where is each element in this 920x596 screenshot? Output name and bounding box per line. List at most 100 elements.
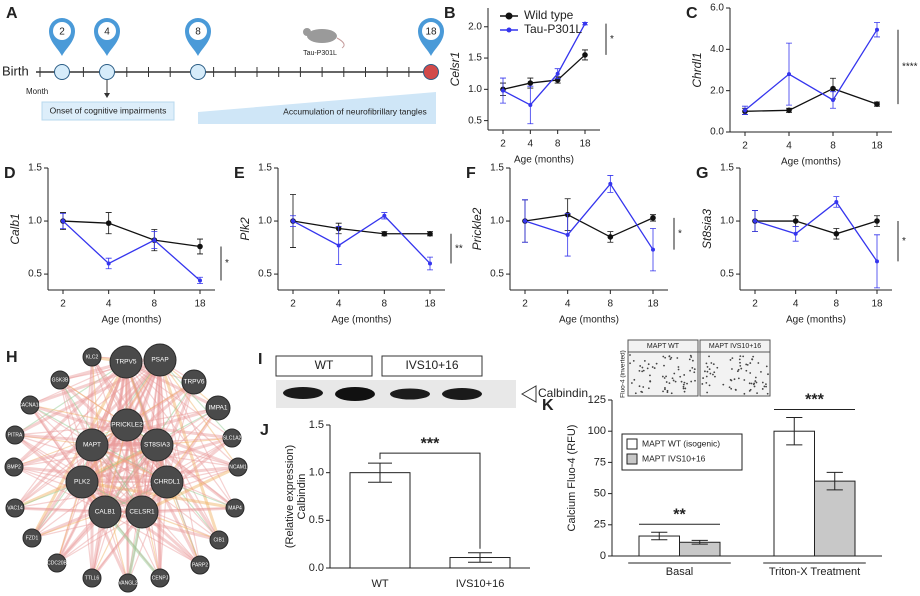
point [61,219,65,224]
inset-speck [649,374,651,377]
network-edge [155,444,221,541]
error-bar [651,531,668,541]
inset-speck [629,362,631,365]
band-label: Calbindin [538,386,588,400]
node-label: PSAP [151,357,168,364]
node-label: MAPT [83,442,101,449]
error-bar [691,539,708,545]
node-label: SLC1A2 [223,435,242,441]
inset-speck [688,358,691,361]
x-tick-label: Basal [666,566,694,578]
inset-speck [706,366,709,368]
legend-label: Wild type [524,8,574,22]
network-edge [91,381,195,446]
point [753,219,757,224]
inset-speck [757,362,760,364]
inset-image [699,339,771,397]
network-edge [159,359,168,483]
inset-speck [712,363,715,366]
bar [814,480,856,557]
inset-speck [691,366,694,369]
point [874,218,880,224]
inset-speck [640,390,643,393]
inset-speck [670,356,673,359]
x-tick-label: 2 [290,299,296,310]
y-tick-label: 100 [588,425,606,437]
inset-texture [629,354,769,395]
inset-speck [766,392,769,395]
point [555,71,560,76]
inset-speck [642,386,645,388]
network-edge [159,359,233,439]
x-tick-label: 4 [106,299,112,310]
inset-speck [742,355,745,358]
x-tick-label: 4 [793,299,799,310]
inset-speck [689,354,692,357]
pin-label: 2 [59,27,65,38]
inset-speck [748,382,751,385]
error-bar [826,471,843,491]
inset-speck [739,364,742,367]
panel-label: G [696,165,708,182]
node-label: TRPV6 [184,379,205,386]
panel-label: K [542,397,554,414]
network-edge [14,424,128,436]
point [650,215,656,221]
node-label: CHRDL1 [154,479,180,486]
y-tick-label: 50 [594,488,606,500]
point [152,238,157,243]
network-node [22,528,42,548]
network-edge [141,407,219,513]
inset-speck [639,365,642,367]
y-tick-label: 2.0 [710,85,724,96]
network-edge [81,361,127,483]
network-edge [14,424,128,509]
inset-speck [765,385,767,388]
inset-speck [629,354,631,356]
node-label: MAP4 [228,505,242,511]
inset-speck [730,379,733,382]
x-tick-label: 2 [752,299,758,310]
pin-label: 4 [104,27,110,38]
legend-box [621,433,743,471]
network-node [209,530,229,550]
significance: ** [455,243,463,254]
inset-speck [746,363,749,366]
network-edge [91,406,219,447]
network: KLC2 TRPV5 PSAP GSK3B TRPV6 CACNA1B IMPA1 PRICK… [4,343,248,593]
inset-speck [646,367,649,370]
x-tick-label: IVS10+16 [456,578,505,590]
inset-speck [672,379,675,382]
network-edge [141,436,233,514]
inset-speck [641,366,644,369]
network-edge [14,361,127,509]
inset-speck [655,362,658,365]
x-axis-title: Age (months) [101,315,161,326]
network-edge [59,359,161,381]
mouse-label: Tau-P301L [303,50,337,57]
network-node [118,573,138,593]
series-line [62,220,201,281]
network-edge [13,424,128,468]
point [787,72,791,77]
network-edge [13,466,106,513]
point [105,220,112,226]
point [833,230,840,237]
point [834,199,839,204]
series-line [62,220,201,248]
pin-label: 8 [195,27,201,38]
error-bar [468,552,492,563]
inset-speck [682,383,685,386]
y-tick-label: 0.5 [28,269,42,280]
network-edge [104,511,201,566]
inset-speck [643,360,646,362]
network-node [143,343,177,377]
x-tick-label: 4 [786,141,792,152]
x-tick-label: 18 [579,139,591,150]
y-tick-label: 1.0 [309,467,324,479]
inset-speck [739,355,742,358]
inset-speck [662,390,664,393]
network-edge [14,444,93,509]
node-label: IMPA1 [208,405,227,412]
network-node [190,555,210,575]
